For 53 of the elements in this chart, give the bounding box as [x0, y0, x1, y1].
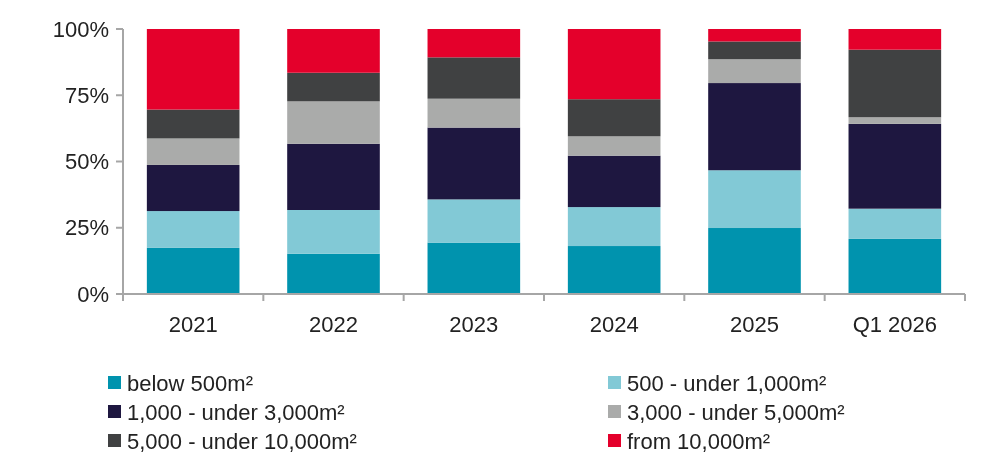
x-tick-label: 2022 — [309, 312, 358, 337]
bar — [708, 41, 801, 60]
bar — [567, 29, 661, 100]
bar — [287, 101, 380, 144]
bar — [287, 72, 380, 102]
bar — [146, 109, 240, 139]
bar — [146, 138, 240, 165]
x-tick-label: Q1 2026 — [852, 312, 938, 337]
x-tick-label: 2021 — [168, 312, 218, 337]
x-tick-label: 2024 — [589, 312, 639, 337]
bar — [708, 83, 801, 171]
legend-label: below 500m² — [127, 370, 253, 396]
bar — [848, 238, 942, 294]
bar — [287, 210, 380, 254]
bar — [287, 29, 380, 73]
bar — [708, 228, 801, 294]
bar — [567, 155, 661, 208]
bar — [708, 29, 801, 42]
legend-label: 500 - under 1,000m² — [627, 370, 827, 396]
legend-label: 5,000 - under 10,000m² — [127, 428, 357, 454]
bar — [708, 170, 801, 229]
y-tick-label: 25% — [64, 215, 109, 241]
bar — [567, 246, 661, 294]
bar — [427, 57, 521, 99]
y-tick-label: 75% — [64, 82, 109, 108]
bar — [848, 29, 942, 50]
bar — [287, 253, 380, 294]
bar — [146, 247, 240, 294]
bar — [146, 211, 240, 248]
bar — [567, 136, 661, 156]
bar — [848, 117, 942, 124]
y-tick-label: 100% — [52, 16, 109, 42]
y-tick-label: 50% — [64, 149, 109, 175]
bar — [708, 59, 801, 84]
legend-label: from 10,000m² — [627, 428, 771, 454]
bar — [848, 208, 942, 239]
bar — [146, 164, 240, 212]
bar — [427, 98, 521, 128]
bar — [146, 29, 240, 110]
x-tick-label: 2025 — [730, 312, 779, 337]
y-tick-label: 0% — [77, 281, 109, 307]
bar — [848, 49, 942, 118]
legend-label: 1,000 - under 3,000m² — [127, 399, 345, 425]
legend-label: 3,000 - under 5,000m² — [627, 399, 845, 425]
bar — [427, 29, 521, 58]
bar — [287, 143, 380, 210]
bar — [848, 123, 942, 209]
bar — [567, 99, 661, 137]
x-tick-label: 2023 — [449, 312, 499, 337]
bar — [427, 127, 521, 200]
bar — [427, 242, 521, 294]
bar — [567, 207, 661, 247]
bar — [427, 199, 521, 243]
